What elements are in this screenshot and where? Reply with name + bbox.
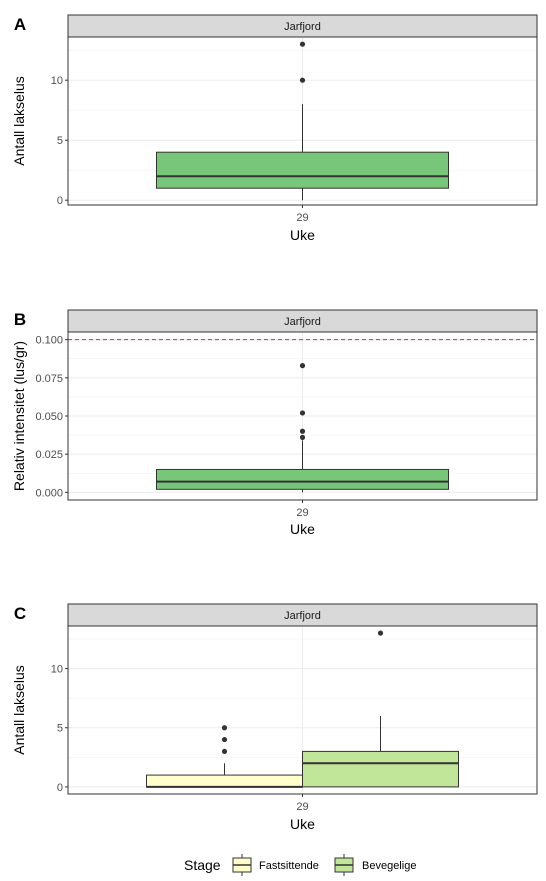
y-tick-label: 0 bbox=[57, 782, 63, 794]
y-axis-title: Antall lakselus bbox=[11, 665, 27, 755]
outlier-point bbox=[299, 41, 306, 47]
legend: Stage Fastsittende Bevegelige bbox=[184, 854, 416, 876]
strip-background bbox=[67, 309, 538, 333]
panel-a: A Jarfjord 0 5 10 29 Uke Antall lakselus bbox=[11, 14, 538, 243]
outlier-point bbox=[299, 428, 306, 434]
legend-title: Stage bbox=[184, 857, 221, 873]
outlier-point bbox=[221, 736, 228, 743]
x-tick-label: 29 bbox=[296, 507, 308, 519]
box-bevegelige bbox=[302, 630, 459, 788]
panel-tag: A bbox=[14, 15, 26, 34]
y-axis-title: Relativ intensitet (lus/gr) bbox=[11, 341, 27, 491]
panel-tag: C bbox=[14, 604, 26, 623]
panel-tag: B bbox=[14, 310, 26, 329]
y-tick-label: 0.075 bbox=[35, 373, 63, 385]
strip-label: Jarfjord bbox=[284, 316, 321, 328]
box-body bbox=[156, 151, 449, 189]
outlier-point bbox=[221, 748, 228, 755]
strip-background bbox=[67, 14, 538, 38]
outlier-point bbox=[221, 725, 228, 731]
box-fastsittende bbox=[146, 725, 303, 788]
y-tick-label: 10 bbox=[51, 75, 63, 87]
y-tick-label: 5 bbox=[57, 135, 63, 147]
y-tick-label: 10 bbox=[51, 664, 63, 676]
x-tick-label: 29 bbox=[296, 212, 308, 224]
strip-label: Jarfjord bbox=[284, 610, 321, 622]
x-axis-title: Uke bbox=[290, 816, 315, 832]
box-body bbox=[146, 774, 303, 788]
box-body bbox=[156, 468, 449, 490]
outlier-point bbox=[299, 363, 306, 369]
strip-label: Jarfjord bbox=[284, 21, 321, 33]
y-tick-label: 0.100 bbox=[35, 335, 63, 347]
legend-label: Bevegelige bbox=[362, 860, 416, 872]
outlier-point bbox=[377, 630, 384, 636]
panel-b: B Jarfjord 0.000 0.025 0.050 0.075 0.100 29 Uke R… bbox=[11, 309, 538, 537]
outlier-point bbox=[299, 434, 306, 440]
outlier-point bbox=[299, 77, 306, 83]
y-axis-title: Antall lakselus bbox=[11, 76, 27, 166]
y-tick-label: 0.000 bbox=[35, 487, 63, 499]
y-tick-label: 0.025 bbox=[35, 449, 63, 461]
panel-c: C Jarfjord 0 5 10 29 Uke Antall lakselus bbox=[11, 603, 538, 832]
box-body bbox=[302, 750, 459, 788]
x-axis-title: Uke bbox=[290, 227, 315, 243]
y-tick-label: 0.050 bbox=[35, 411, 63, 423]
box-series bbox=[156, 41, 449, 201]
outlier-point bbox=[299, 410, 306, 416]
x-axis-title: Uke bbox=[290, 521, 315, 537]
y-tick-label: 0 bbox=[57, 195, 63, 207]
x-tick-label: 29 bbox=[296, 801, 308, 813]
strip-background bbox=[67, 603, 538, 627]
legend-item-fastsittende: Fastsittende bbox=[232, 854, 319, 876]
legend-label: Fastsittende bbox=[259, 860, 319, 872]
y-tick-label: 5 bbox=[57, 723, 63, 735]
box-series bbox=[156, 363, 449, 493]
legend-item-bevegelige: Bevegelige bbox=[334, 854, 416, 876]
